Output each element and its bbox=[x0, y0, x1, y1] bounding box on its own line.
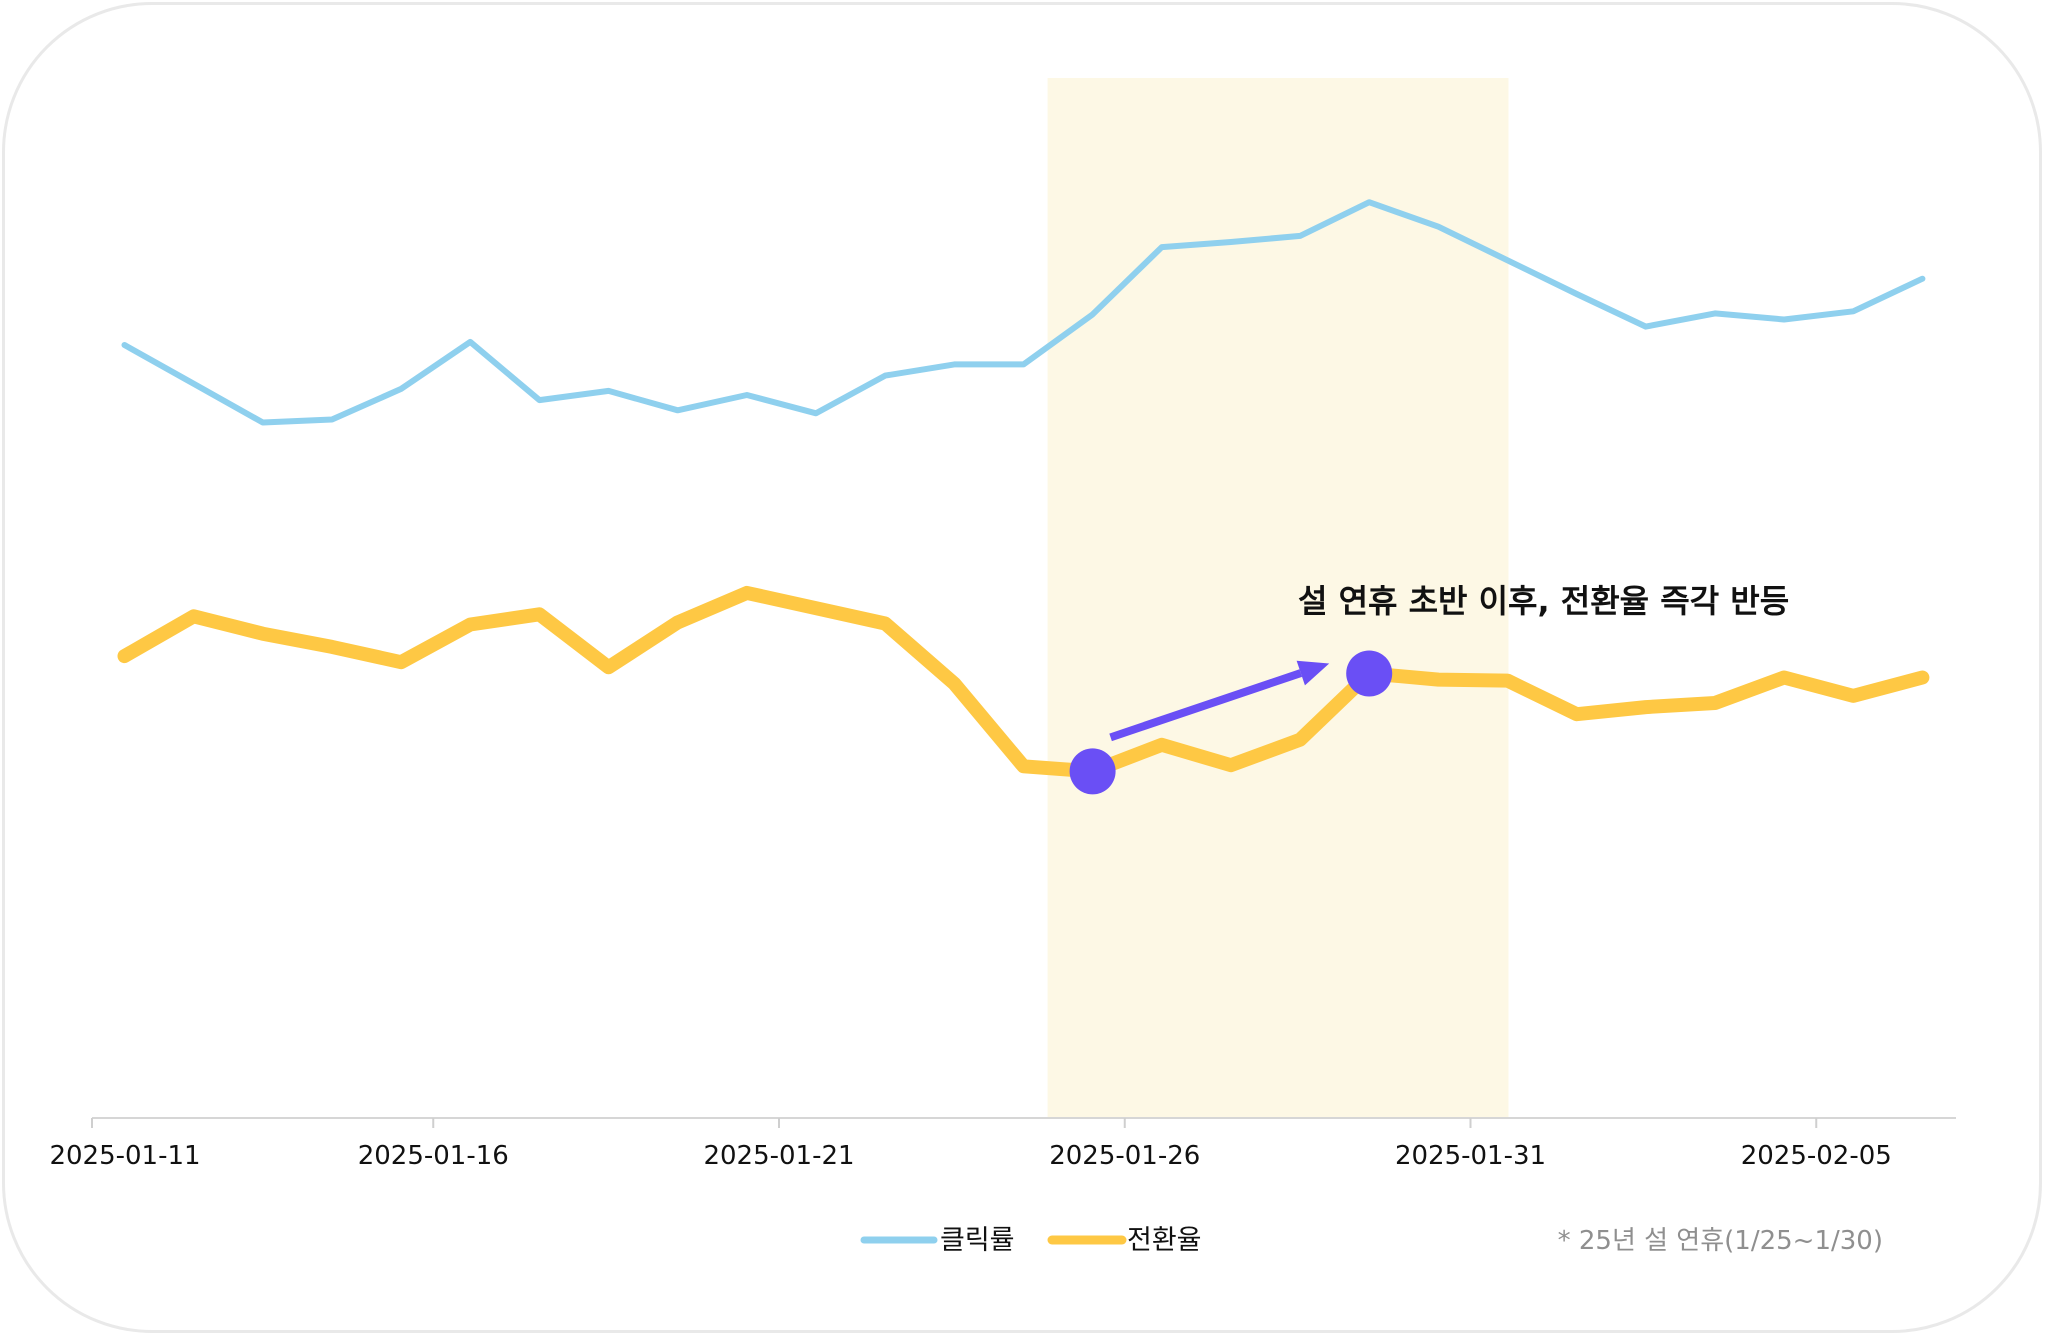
annotation-arrow-head-icon bbox=[1296, 660, 1330, 686]
x-axis-ticks: 2025-01-11 2025-01-16 2025-01-21 2025-01-26… bbox=[49, 1118, 1892, 1171]
marker-rebound-peak bbox=[1346, 650, 1393, 697]
x-tick-label: 2025-01-26 bbox=[1049, 1141, 1200, 1171]
holiday-highlight-band bbox=[1047, 78, 1509, 1118]
series-line-click-rate bbox=[121, 199, 1926, 426]
x-tick-label: 2025-01-21 bbox=[703, 1141, 854, 1171]
series-lines bbox=[117, 199, 1930, 779]
marker-holiday-start bbox=[1069, 748, 1116, 795]
x-tick-label: 2025-01-16 bbox=[358, 1141, 509, 1171]
annotation-arrow-shaft bbox=[1109, 669, 1303, 742]
legend-label-conversion-rate[interactable]: 전환율 bbox=[1127, 1225, 1202, 1256]
x-tick-label: 2025-02-05 bbox=[1741, 1141, 1892, 1171]
x-tick-label: 2025-01-11 bbox=[49, 1141, 200, 1171]
holiday-band-layer bbox=[1047, 78, 1509, 1118]
legend[interactable]: 클릭률 전환율 bbox=[860, 1225, 1202, 1256]
holiday-note: * 25년 설 연휴(1/25~1/30) bbox=[1558, 1226, 1883, 1256]
series-markers bbox=[1069, 650, 1393, 795]
x-tick-label: 2025-01-31 bbox=[1395, 1141, 1546, 1171]
legend-label-click-rate[interactable]: 클릭률 bbox=[940, 1225, 1015, 1256]
annotation-group: 설 연휴 초반 이후, 전환율 즉각 반등 bbox=[1109, 582, 1789, 742]
annotation-text: 설 연휴 초반 이후, 전환율 즉각 반등 bbox=[1298, 582, 1789, 620]
series-line-conversion-rate bbox=[117, 585, 1930, 779]
